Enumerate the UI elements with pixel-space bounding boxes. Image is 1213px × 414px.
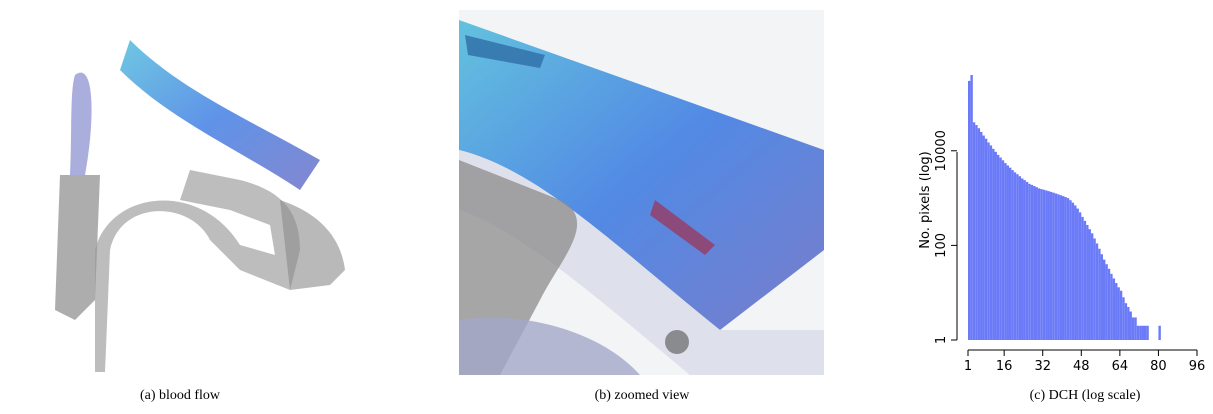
- bar: [1103, 260, 1105, 340]
- bar: [1040, 189, 1042, 340]
- bar: [1113, 278, 1115, 340]
- x-tick-label: 96: [1189, 359, 1206, 374]
- bar: [1050, 192, 1052, 340]
- bar: [1026, 182, 1028, 340]
- bar: [1014, 172, 1016, 340]
- bar: [1158, 326, 1160, 340]
- bar: [1146, 326, 1148, 340]
- bar: [1144, 326, 1146, 340]
- bar: [1093, 238, 1095, 340]
- bar: [982, 136, 984, 340]
- bar: [1122, 297, 1124, 340]
- bar: [990, 145, 992, 340]
- bar: [970, 75, 972, 340]
- bar: [1064, 197, 1066, 340]
- bar: [968, 81, 970, 340]
- bar: [1045, 190, 1047, 340]
- figure: No. pixels (log) 1100100001163248648096 …: [0, 0, 1213, 414]
- x-tick-label: 16: [996, 359, 1013, 374]
- y-tick-label: 10000: [934, 130, 949, 171]
- bar: [1134, 317, 1136, 340]
- bar: [1081, 217, 1083, 340]
- bar: [1009, 168, 1011, 340]
- caption: (b) zoomed view: [492, 388, 792, 404]
- bar: [1130, 312, 1132, 340]
- x-tick-label: 1: [964, 359, 972, 374]
- bar: [1067, 198, 1069, 340]
- bar: [1007, 165, 1009, 340]
- figure-svg: No. pixels (log) 1 100 10000 1 16 32 48 64 80 96: [0, 0, 1213, 414]
- bar: [1048, 191, 1050, 340]
- bar: [1079, 212, 1081, 340]
- bar: [1019, 176, 1021, 340]
- bar: [1028, 184, 1030, 340]
- bar: [1055, 194, 1057, 340]
- bar: [1043, 190, 1045, 340]
- bar: [1033, 186, 1035, 340]
- bar: [1110, 274, 1112, 340]
- x-tick-label: 32: [1034, 359, 1051, 374]
- bar: [987, 142, 989, 340]
- bar: [1105, 264, 1107, 340]
- x-tick-label: 64: [1112, 359, 1129, 374]
- bar: [1023, 180, 1025, 340]
- bar: [1011, 170, 1013, 340]
- caption: (c) DCH (log scale): [935, 388, 1213, 404]
- bar: [1072, 203, 1074, 340]
- bar: [1096, 243, 1098, 340]
- bar: [999, 158, 1001, 340]
- bar: [1091, 233, 1093, 340]
- bar: [1125, 303, 1127, 340]
- bar: [1016, 174, 1018, 340]
- bar: [1117, 287, 1119, 340]
- bar: [1086, 225, 1088, 340]
- bar: [1132, 317, 1134, 340]
- y-axis-label: No. pixels (log): [918, 151, 933, 248]
- bar: [1004, 163, 1006, 340]
- x-tick-label: 48: [1073, 359, 1090, 374]
- bar: [997, 155, 999, 340]
- bar: [1084, 221, 1086, 340]
- zoomed-render: [459, 10, 824, 375]
- bar: [1035, 187, 1037, 340]
- bar: [992, 149, 994, 340]
- y-tick-label: 100: [934, 233, 949, 258]
- bar: [1062, 196, 1064, 340]
- bar: [1089, 229, 1091, 340]
- bar: [1098, 249, 1100, 340]
- bar: [978, 128, 980, 340]
- blood-flow-render: [55, 40, 345, 372]
- caption: (a) blood flow: [30, 388, 330, 404]
- y-tick-label: 1: [934, 336, 949, 344]
- bar: [1139, 326, 1141, 340]
- bar: [1108, 269, 1110, 340]
- bar: [1101, 254, 1103, 340]
- bar: [980, 132, 982, 340]
- bar: [995, 152, 997, 340]
- bar: [1038, 188, 1040, 340]
- bar: [985, 139, 987, 340]
- bar: [1002, 160, 1004, 340]
- bar: [1031, 185, 1033, 340]
- bar: [1076, 209, 1078, 340]
- bar: [973, 122, 975, 340]
- bar: [1069, 200, 1071, 340]
- bar: [975, 125, 977, 340]
- bar: [1057, 194, 1059, 340]
- bar: [1115, 283, 1117, 340]
- bar: [1127, 307, 1129, 340]
- bar: [1052, 193, 1054, 340]
- bar: [1060, 195, 1062, 340]
- bar: [1142, 326, 1144, 340]
- x-tick-label: 80: [1150, 359, 1167, 374]
- bar: [1074, 205, 1076, 340]
- bar: [1120, 291, 1122, 340]
- bar: [1021, 178, 1023, 340]
- histogram: No. pixels (log) 1 100 10000 1 16 32 48 64 80 96: [918, 75, 1205, 374]
- bar: [1137, 326, 1139, 340]
